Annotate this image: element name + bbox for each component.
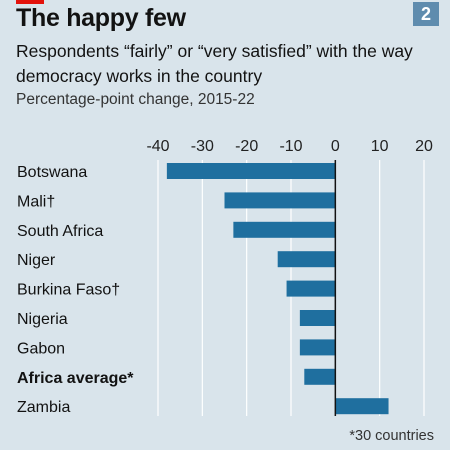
bar [299,310,336,326]
category-label: South Africa [17,223,103,240]
category-label: Zambia [17,399,70,416]
chart-title: The happy few [16,4,186,32]
bar [335,398,389,415]
x-tick-label: -20 [235,138,258,155]
x-tick-label: 20 [415,138,433,155]
x-tick-labels: -40 -30 -20 -10 0 10 20 [146,138,433,155]
category-label: Burkina Faso† [17,282,120,299]
x-tick-label: -30 [191,138,214,155]
category-label: Gabon [17,340,65,357]
category-label: Mali† [17,193,55,210]
footnote: *30 countries [349,428,434,444]
bar [286,280,336,297]
bar [277,251,336,268]
x-tick-label: -40 [146,138,169,155]
bar [166,163,336,179]
bar [299,339,336,356]
x-tick-label: -10 [279,138,302,155]
unit-note: Percentage-point change, 2015-22 [16,91,255,108]
bar [233,221,336,238]
bars [166,163,389,415]
x-tick-label: 10 [371,138,389,155]
brand-red-tag [16,0,44,4]
bar [224,192,336,209]
category-labels: Botswana Mali† South Africa Niger Burkina Fa… [17,164,134,416]
chart-subtitle: Respondents “fairly” or “very satisfied”… [16,41,413,86]
bar [304,368,336,385]
category-label: Niger [17,252,56,269]
chart-number-badge: 2 [413,2,439,26]
category-label: Nigeria [17,311,68,328]
category-label: Botswana [17,164,87,181]
category-label: Africa average* [17,370,134,387]
x-tick-label: 0 [331,138,340,155]
